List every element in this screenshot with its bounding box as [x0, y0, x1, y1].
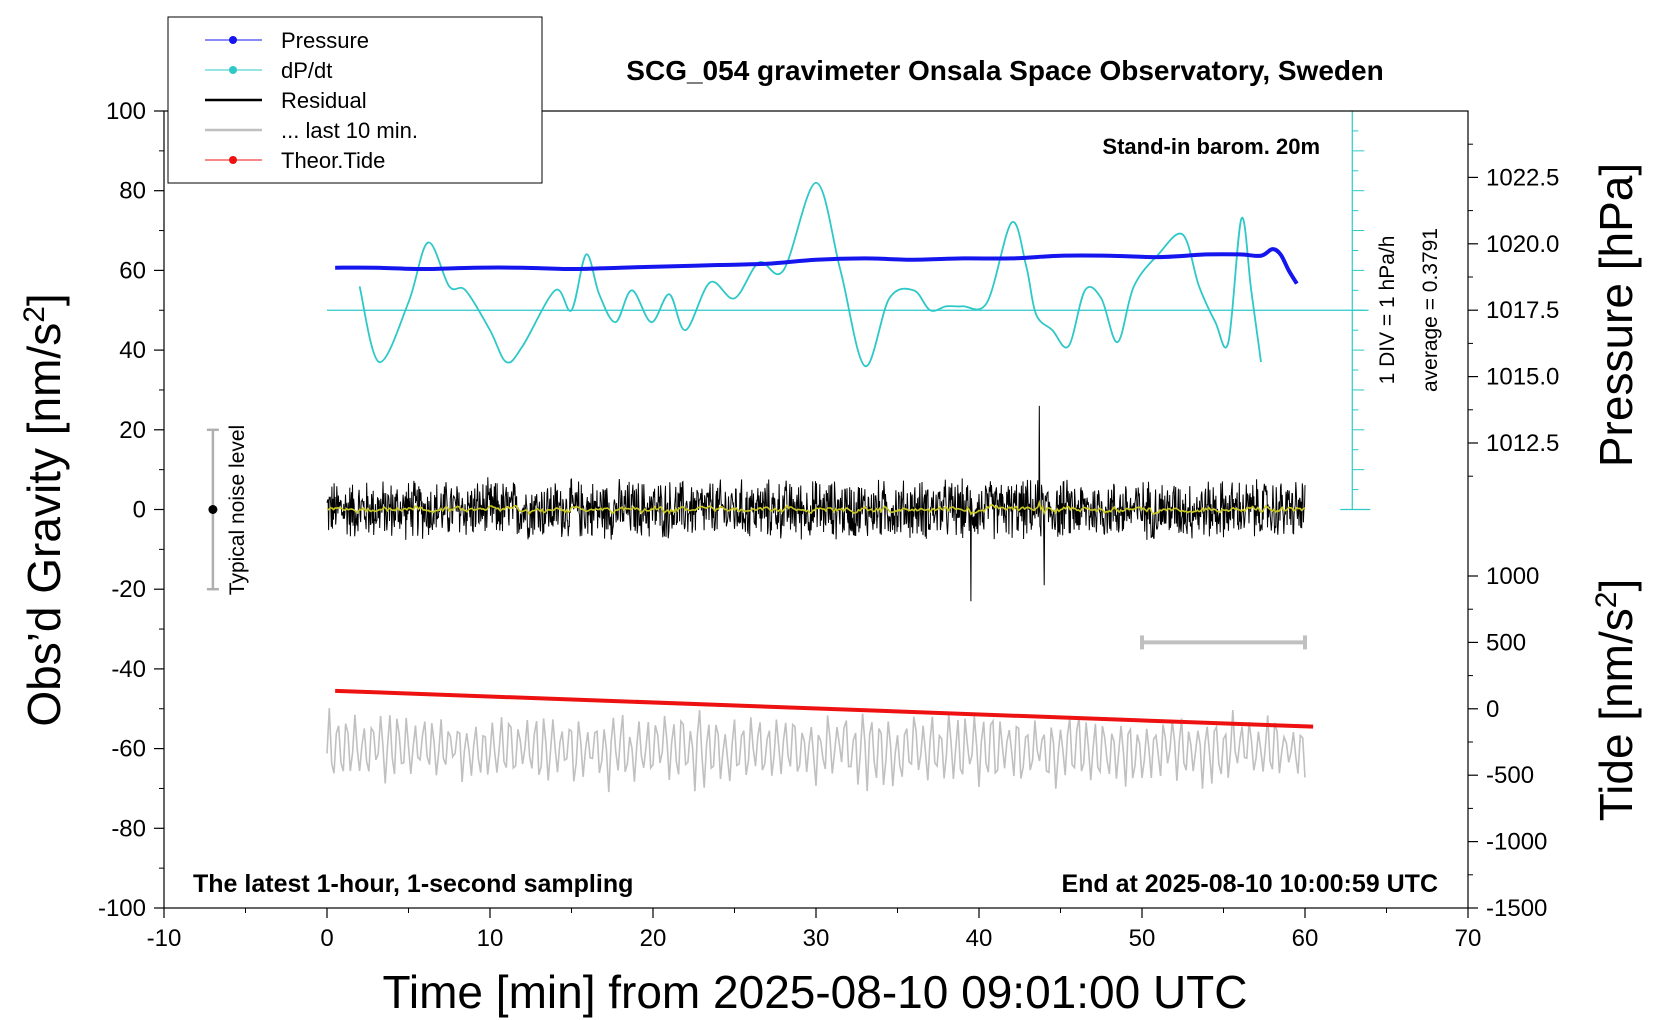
legend-label-3: ... last 10 min.	[281, 118, 418, 143]
chart-title: SCG_054 gravimeter Onsala Space Observat…	[626, 55, 1383, 86]
bottom-left-note: The latest 1-hour, 1-second sampling	[193, 870, 633, 898]
tide-tick-label: -1000	[1486, 829, 1547, 856]
series-last10-line	[326, 708, 1306, 793]
series-residual-smoothed-line	[326, 499, 1306, 516]
y-tick-label: 60	[119, 257, 146, 284]
series-residual-line	[326, 405, 1306, 602]
y-tick-label: 40	[119, 337, 146, 364]
series-theor-tide-line	[335, 688, 1314, 729]
tide-tick-label: 0	[1486, 696, 1499, 723]
legend-marker-1	[229, 66, 237, 74]
y-axis-label-pressure: Pressure [hPa]	[1590, 163, 1642, 467]
legend-marker-4	[229, 156, 237, 164]
series-pressure-line	[335, 247, 1299, 285]
pressure-tick-label: 1012.5	[1486, 430, 1559, 457]
tide-tick-label: -500	[1486, 762, 1534, 789]
x-tick-label: 10	[477, 925, 504, 952]
axes-layer: -10 0 10 20 30 40 50 60 70100806040200-20-40-60-…	[98, 98, 1559, 952]
legend-label-0: Pressure	[281, 28, 369, 53]
legend-label-4: Theor.Tide	[281, 148, 385, 173]
y-axis-label-tide: Tide [nm/s2]	[1590, 579, 1642, 822]
x-tick-label: 0	[320, 925, 333, 952]
pressure-tick-label: 1022.5	[1486, 164, 1559, 191]
pressure-tick-label: 1020.0	[1486, 231, 1559, 258]
legend-label-1: dP/dt	[281, 58, 332, 83]
div-note: 1 DIV = 1 hPa/h	[1376, 236, 1399, 385]
y-axis-label-left: Obs’d Gravity [nm/s2]	[18, 293, 70, 726]
average-note: average = 0.3791	[1419, 228, 1442, 392]
pressure-tick-label: 1015.0	[1486, 364, 1559, 391]
noise-level-label: Typical noise level	[226, 425, 249, 595]
x-tick-label: 50	[1129, 925, 1156, 952]
y-tick-label: 0	[133, 497, 146, 524]
tide-tick-label: 1000	[1486, 563, 1539, 590]
x-tick-label: 30	[803, 925, 830, 952]
x-tick-label: 20	[640, 925, 667, 952]
legend: Pressure dP/dt Residual ... last 10 min. The…	[167, 16, 543, 184]
x-tick-label: 40	[966, 925, 993, 952]
x-tick-label: 60	[1292, 925, 1319, 952]
x-tick-label: 70	[1455, 925, 1482, 952]
y-tick-label: -40	[111, 656, 146, 683]
pressure-tick-label: 1017.5	[1486, 297, 1559, 324]
y-tick-label: -20	[111, 576, 146, 603]
bottom-right-note: End at 2025-08-10 10:00:59 UTC	[1061, 870, 1438, 898]
y-tick-label: -100	[98, 895, 146, 922]
tide-tick-label: -1500	[1486, 895, 1547, 922]
x-axis-label: Time [min] from 2025-08-10 09:01:00 UTC	[383, 966, 1248, 1018]
legend-label-2: Residual	[281, 88, 367, 113]
barometer-note: Stand-in barom. 20m	[1102, 134, 1320, 159]
tide-tick-label: 500	[1486, 629, 1526, 656]
y-tick-label: -60	[111, 736, 146, 763]
y-tick-label: 100	[106, 98, 146, 125]
y-tick-label: 80	[119, 178, 146, 205]
legend-marker-0	[229, 36, 237, 44]
plot-layer	[206, 110, 1371, 793]
y-tick-label: -80	[111, 815, 146, 842]
x-tick-label: -10	[147, 925, 182, 952]
y-tick-label: 20	[119, 417, 146, 444]
series-dpdt-line	[358, 181, 1262, 367]
noise-bar-center-dot	[208, 505, 218, 514]
